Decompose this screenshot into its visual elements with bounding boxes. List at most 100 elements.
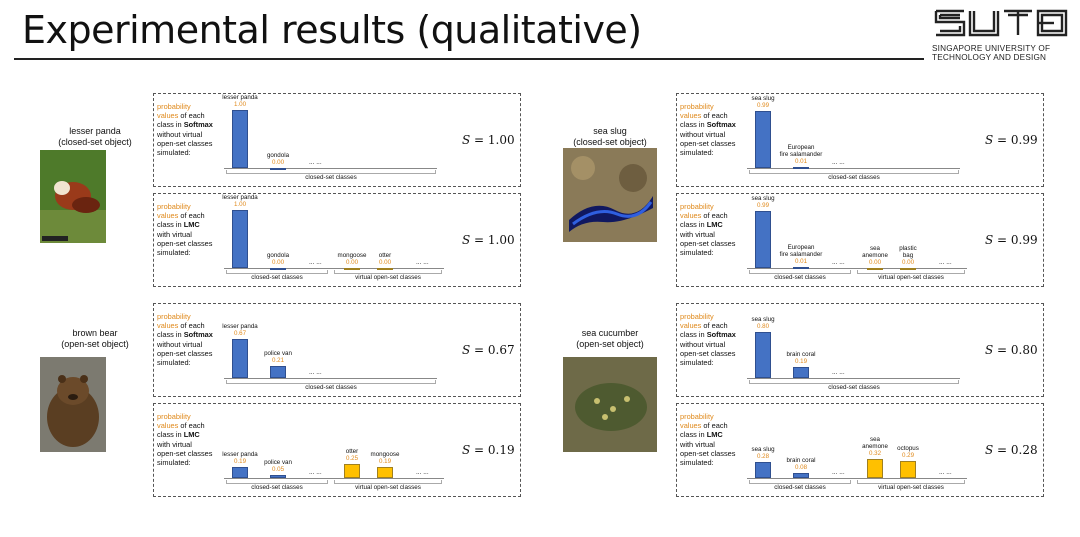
- virtual-brace: [334, 270, 442, 274]
- bar-label-3: octopus: [897, 445, 919, 452]
- bar-value-3: 0.29: [901, 452, 915, 460]
- desc-class-in: class in: [680, 430, 707, 440]
- desc-open-set: open-set classes: [680, 138, 736, 148]
- bar-2: [344, 463, 360, 478]
- brown-bear-photo: [40, 357, 106, 452]
- virtual-brace: [857, 480, 965, 484]
- object-caption-sea-cucumber: sea cucumber (open-set object): [555, 328, 665, 350]
- baseline-axis: [747, 168, 960, 169]
- label-line: otter: [345, 447, 359, 455]
- bar-label-2: sea anemone: [862, 245, 888, 259]
- virtual-group-label: virtual open-set classes: [878, 484, 944, 491]
- bar-3: [900, 461, 916, 478]
- object-name: lesser panda: [69, 126, 121, 136]
- bar-0: [755, 331, 771, 378]
- object-name: brown bear: [72, 328, 118, 338]
- score-number: = 0.19: [470, 443, 515, 457]
- bar-value-0: 1.00: [233, 201, 247, 208]
- label-line: otter: [378, 252, 392, 259]
- score-value: S = 1.00: [462, 233, 515, 247]
- desc-simulated: simulated:: [680, 458, 714, 468]
- baseline-axis: [224, 168, 437, 169]
- label-line: police van: [264, 349, 292, 357]
- desc-model: Softmax: [706, 120, 736, 130]
- bar-label-0: lesser panda: [222, 451, 257, 458]
- lesser-panda-photo: [40, 150, 106, 243]
- bar-value-3: 0.00: [378, 259, 392, 266]
- desc-model: Softmax: [183, 120, 213, 130]
- score-symbol: S: [985, 343, 994, 357]
- desc-values: values: [680, 421, 702, 431]
- bar-label-1: European fire salamander: [780, 144, 823, 158]
- panel-softmax: probability values of each class in Softma…: [153, 93, 521, 187]
- bar-value-1: 0.00: [271, 259, 285, 266]
- desc-probability: probability: [157, 412, 191, 421]
- sutd-logo: SINGAPORE UNIVERSITY OF TECHNOLOGY AND D…: [930, 8, 1070, 64]
- page-title: Experimental results (qualitative): [22, 8, 642, 52]
- desc-model: LMC: [706, 220, 723, 230]
- bar-label-1: gondola: [267, 252, 289, 259]
- score-symbol: S: [462, 233, 471, 247]
- bar-label-3: plastic bag: [899, 245, 917, 259]
- bar-label-0: sea slug: [751, 95, 774, 102]
- object-name: sea cucumber: [581, 328, 639, 338]
- desc-model: Softmax: [183, 330, 213, 340]
- baseline-axis: [224, 478, 444, 479]
- desc-class-in: class in: [157, 330, 184, 340]
- score-value: S = 0.80: [985, 343, 1038, 357]
- desc-simulated: simulated:: [680, 248, 714, 258]
- bar-label-0: sea slug: [751, 446, 774, 453]
- desc-virtual: with virtual: [157, 439, 192, 449]
- closed-brace: [226, 480, 328, 484]
- closed-group-label: closed-set classes: [251, 484, 303, 491]
- closed-brace: [749, 170, 959, 174]
- closed-group-label: closed-set classes: [305, 174, 357, 181]
- desc-of-each: of each: [178, 111, 205, 121]
- bar-value-2: 0.00: [868, 259, 882, 266]
- bar-3: [377, 268, 393, 270]
- bar-0: [755, 461, 771, 478]
- panel-description: probability values of each class in Softma…: [157, 312, 213, 367]
- desc-of-each: of each: [701, 111, 728, 121]
- ellipsis-closed: ... ...: [832, 259, 845, 266]
- score-number: = 0.67: [470, 343, 515, 357]
- bar-value-3: 0.19: [378, 457, 392, 465]
- closed-brace: [226, 170, 436, 174]
- ellipsis-virtual: ... ...: [416, 469, 429, 476]
- score-value: S = 0.28: [985, 443, 1038, 457]
- bar-1: [793, 473, 809, 478]
- label-line: mongoose: [337, 252, 367, 259]
- panel-description: probability values of each class in Softma…: [680, 312, 736, 367]
- bar-1: [793, 266, 809, 269]
- score-symbol: S: [462, 133, 471, 147]
- bar-label-1: brain coral: [787, 457, 816, 464]
- label-line: anemone: [862, 252, 888, 259]
- bar-1: [793, 366, 809, 378]
- closed-group-label: closed-set classes: [774, 274, 826, 281]
- score-number: = 1.00: [470, 233, 515, 247]
- ellipsis-closed: ... ...: [309, 159, 322, 166]
- title-rule: [14, 58, 924, 60]
- ellipsis-closed: ... ...: [309, 469, 322, 476]
- desc-values: values: [157, 321, 179, 331]
- logo-caption: SINGAPORE UNIVERSITY OF TECHNOLOGY AND D…: [932, 44, 1050, 62]
- label-line: sea slug: [751, 94, 775, 102]
- desc-of-each: of each: [701, 211, 728, 221]
- desc-probability: probability: [680, 412, 714, 421]
- sea-slug-photo: [563, 148, 657, 242]
- label-line: octopus: [897, 445, 919, 453]
- bar-label-0: lesser panda: [222, 194, 257, 201]
- bar-value-0: 0.80: [756, 322, 770, 330]
- bar-label-1: gondola: [267, 152, 289, 159]
- label-line: fire salamander: [779, 150, 823, 158]
- desc-of-each: of each: [701, 321, 728, 331]
- desc-values: values: [680, 211, 702, 221]
- label-line: sea: [870, 436, 880, 444]
- virtual-brace: [334, 480, 442, 484]
- desc-values: values: [157, 421, 179, 431]
- desc-open-set: open-set classes: [680, 348, 736, 358]
- label-line: sea: [870, 245, 880, 252]
- closed-brace: [749, 480, 851, 484]
- object-type: (open-set object): [61, 339, 129, 349]
- bar-value-2: 0.32: [868, 450, 882, 458]
